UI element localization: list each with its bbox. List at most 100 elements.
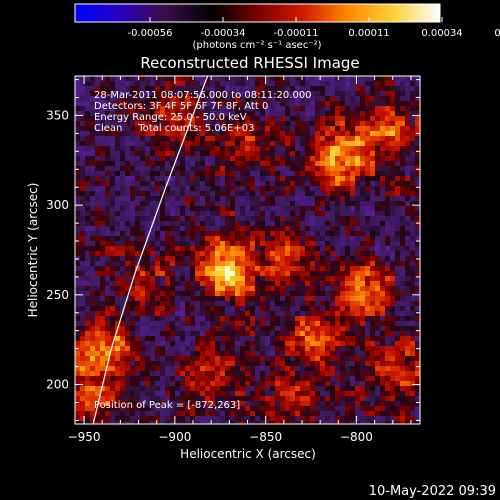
- heatmap-cell: [400, 291, 406, 297]
- heatmap-cell: [140, 196, 146, 202]
- heatmap-cell: [150, 351, 156, 357]
- heatmap-cell: [280, 81, 286, 87]
- heatmap-cell: [280, 196, 286, 202]
- heatmap-cell: [105, 211, 111, 217]
- heatmap-cell: [80, 151, 86, 157]
- heatmap-cell: [165, 201, 171, 207]
- heatmap-cell: [280, 171, 286, 177]
- heatmap-cell: [225, 171, 231, 177]
- heatmap-cell: [295, 301, 301, 307]
- heatmap-cell: [350, 371, 356, 377]
- heatmap-cell: [275, 221, 281, 227]
- heatmap-cell: [100, 151, 106, 157]
- heatmap-cell: [100, 186, 106, 192]
- heatmap-cell: [115, 111, 121, 117]
- heatmap-cell: [115, 406, 121, 412]
- heatmap-cell: [220, 421, 226, 424]
- heatmap-cell: [255, 321, 261, 327]
- heatmap-cell: [85, 271, 91, 277]
- heatmap-cell: [145, 271, 151, 277]
- heatmap-cell: [305, 401, 311, 407]
- heatmap-cell: [415, 266, 420, 272]
- heatmap-cell: [125, 186, 131, 192]
- heatmap-cell: [380, 246, 386, 252]
- heatmap-cell: [300, 166, 306, 172]
- heatmap-cell: [210, 356, 216, 362]
- heatmap-cell: [335, 91, 341, 97]
- heatmap-cell: [290, 166, 296, 172]
- heatmap-cell: [275, 136, 281, 142]
- heatmap-cell: [100, 391, 106, 397]
- heatmap-cell: [310, 116, 316, 122]
- heatmap-cell: [100, 321, 106, 327]
- heatmap-cell: [410, 376, 416, 382]
- heatmap-cell: [135, 381, 141, 387]
- heatmap-cell: [280, 151, 286, 157]
- heatmap-cell: [150, 276, 156, 282]
- heatmap-cell: [215, 76, 221, 82]
- heatmap-cell: [90, 226, 96, 232]
- heatmap-cell: [105, 256, 111, 262]
- heatmap-cell: [200, 121, 206, 127]
- x-tick-label: −850: [249, 430, 282, 444]
- heatmap-cell: [325, 306, 331, 312]
- heatmap-cell: [150, 316, 156, 322]
- heatmap-cell: [110, 231, 116, 237]
- heatmap-cell: [220, 276, 226, 282]
- heatmap-cell: [125, 81, 131, 87]
- heatmap-cell: [100, 91, 106, 97]
- heatmap-cell: [95, 91, 101, 97]
- heatmap-cell: [130, 161, 136, 167]
- heatmap-cell: [290, 156, 296, 162]
- heatmap-cell: [225, 341, 231, 347]
- heatmap-cell: [255, 181, 261, 187]
- heatmap-cell: [190, 141, 196, 147]
- heatmap-cell: [240, 231, 246, 237]
- heatmap-cell: [265, 161, 271, 167]
- heatmap-cell: [375, 361, 381, 367]
- heatmap-cell: [160, 356, 166, 362]
- heatmap-cell: [250, 166, 256, 172]
- heatmap-cell: [180, 136, 186, 142]
- heatmap-cell: [330, 106, 336, 112]
- heatmap-cell: [165, 111, 171, 117]
- heatmap-cell: [135, 326, 141, 332]
- heatmap-cell: [245, 296, 251, 302]
- heatmap-cell: [415, 371, 420, 377]
- heatmap-cell: [180, 356, 186, 362]
- heatmap-cell: [365, 201, 371, 207]
- heatmap-cell: [110, 421, 116, 424]
- heatmap-cell: [185, 96, 191, 102]
- heatmap-cell: [85, 421, 91, 424]
- heatmap-cell: [215, 296, 221, 302]
- heatmap-cell: [365, 131, 371, 137]
- heatmap-cell: [205, 351, 211, 357]
- heatmap-cell: [270, 171, 276, 177]
- heatmap-cell: [335, 256, 341, 262]
- heatmap-cell: [275, 141, 281, 147]
- heatmap-cell: [385, 191, 391, 197]
- heatmap-cell: [355, 346, 361, 352]
- heatmap-cell: [130, 361, 136, 367]
- heatmap-cell: [375, 126, 381, 132]
- heatmap-cell: [170, 216, 176, 222]
- heatmap-cell: [405, 211, 411, 217]
- heatmap-cell: [215, 361, 221, 367]
- heatmap-cell: [175, 376, 181, 382]
- heatmap-cell: [395, 146, 401, 152]
- heatmap-cell: [185, 291, 191, 297]
- heatmap-cell: [110, 381, 116, 387]
- heatmap-cell: [280, 101, 286, 107]
- heatmap-cell: [315, 96, 321, 102]
- heatmap-cell: [130, 216, 136, 222]
- heatmap-cell: [280, 91, 286, 97]
- heatmap-cell: [390, 116, 396, 122]
- heatmap-cell: [100, 96, 106, 102]
- heatmap-cell: [225, 161, 231, 167]
- heatmap-cell: [145, 301, 151, 307]
- heatmap-cell: [390, 251, 396, 257]
- heatmap-cell: [130, 336, 136, 342]
- heatmap-cell: [350, 206, 356, 212]
- heatmap-cell: [280, 291, 286, 297]
- heatmap-cell: [125, 256, 131, 262]
